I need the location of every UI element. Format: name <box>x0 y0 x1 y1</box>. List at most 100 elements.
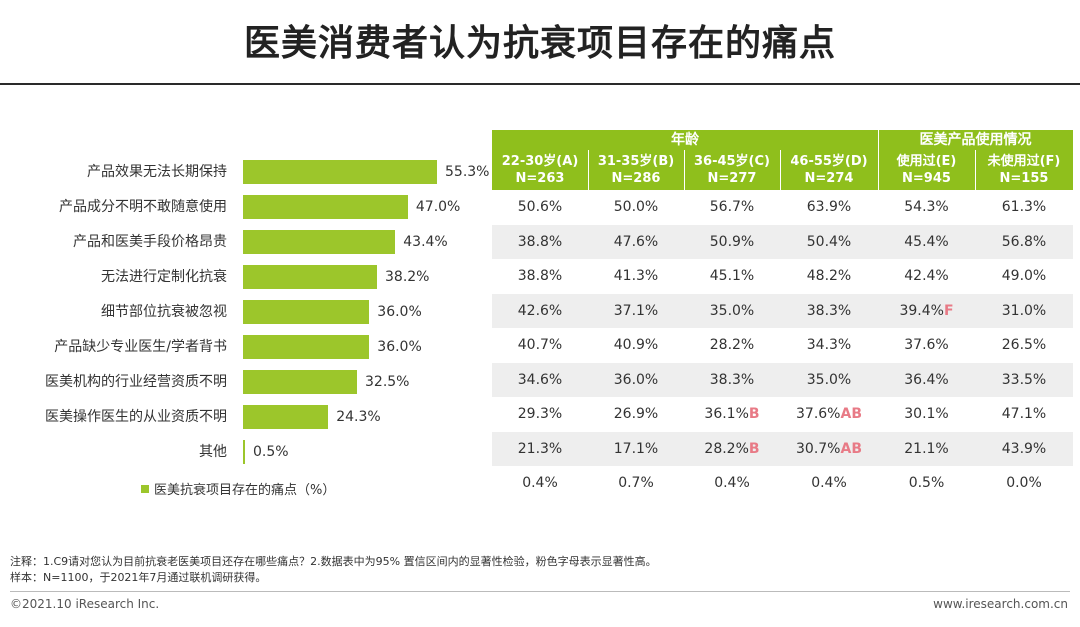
table-cell: 43.9% <box>975 432 1073 466</box>
legend-label: 医美抗衰项目存在的痛点（%） <box>154 483 336 498</box>
bar-value-label: 32.5% <box>365 374 410 390</box>
table-cell: 34.6% <box>492 363 588 397</box>
table-row: 40.7% 40.9% 28.2% 34.3% 37.6% 26.5% <box>492 328 1073 362</box>
table-cell: 0.0% <box>975 466 1073 500</box>
table-cell: 36.0% <box>588 363 684 397</box>
bar <box>243 300 370 324</box>
table-cell: 47.1% <box>975 397 1073 431</box>
cell-value: 34.6% <box>517 371 563 388</box>
column-label: 36-45岁(C) <box>693 154 770 169</box>
cell-value: 50.6% <box>517 199 563 215</box>
cell-value: 36.0% <box>613 371 659 388</box>
cell-value: 30.7% <box>796 440 841 457</box>
column-header: 36-45岁(C) N=277 <box>684 150 780 190</box>
cell-value: 47.6% <box>613 233 659 250</box>
cell-value: 50.4% <box>806 233 852 250</box>
bar-value-label: 0.5% <box>253 444 289 460</box>
table-cell: 26.5% <box>975 328 1073 362</box>
cell-value: 0.4% <box>714 475 750 491</box>
table-cell: 17.1% <box>588 432 684 466</box>
table-cell: 35.0% <box>780 363 878 397</box>
cell-value: 0.4% <box>522 475 558 491</box>
bar-value-label: 55.3% <box>445 164 490 180</box>
group-header-usage: 医美产品使用情况 <box>878 130 1073 150</box>
cell-value: 21.1% <box>904 440 949 457</box>
website-link[interactable]: www.iresearch.com.cn <box>933 597 1068 611</box>
cell-value: 50.0% <box>613 199 659 215</box>
column-label: 31-35岁(B) <box>597 154 675 169</box>
header-separator <box>684 150 685 190</box>
bar <box>243 195 408 219</box>
bar <box>243 335 370 359</box>
table-cell: 31.0% <box>975 294 1073 328</box>
table-cell: 42.6% <box>492 294 588 328</box>
table-cell: 35.0% <box>684 294 780 328</box>
table-row: 42.6% 37.1% 35.0% 38.3% 39.4%F 31.0% <box>492 293 1073 328</box>
column-label: 未使用过(F) <box>987 154 1061 169</box>
significance-mark: B <box>748 406 760 422</box>
cell-value: 31.0% <box>1001 302 1047 319</box>
bar-value-label: 36.0% <box>377 339 422 355</box>
table-row: 21.3% 17.1% 28.2%B 30.7%AB 21.1% 43.9% <box>492 431 1073 466</box>
bar-category-label: 产品效果无法长期保持 <box>87 164 227 180</box>
column-sample-size: N=263 <box>515 171 565 186</box>
column-sample-size: N=277 <box>707 171 757 186</box>
column-label: 使用过(E) <box>896 154 957 169</box>
cell-value: 33.5% <box>1001 371 1047 388</box>
table-cell: 50.9% <box>684 225 780 259</box>
cell-value: 0.0% <box>1006 475 1042 491</box>
significance-mark: AB <box>840 440 862 457</box>
table-cell: 21.3% <box>492 432 588 466</box>
bar <box>243 230 396 254</box>
table-cell: 26.9% <box>588 397 684 431</box>
cell-value: 0.7% <box>618 475 654 491</box>
table-cell: 36.1%B <box>684 397 780 431</box>
sample-line: 样本：N=1100，于2021年7月通过联机调研获得。 <box>10 571 267 584</box>
significance-mark: B <box>748 440 760 457</box>
significance-mark: AB <box>840 406 862 422</box>
cell-value: 29.3% <box>517 406 563 422</box>
cell-value: 36.1% <box>704 406 749 422</box>
table-cell: 40.7% <box>492 328 588 362</box>
bar-category-label: 医美机构的行业经营资质不明 <box>45 374 227 390</box>
cell-value: 45.4% <box>904 233 949 250</box>
table-cell: 33.5% <box>975 363 1073 397</box>
cell-value: 39.4% <box>899 302 944 319</box>
table-cell: 49.0% <box>975 259 1073 293</box>
header-separator <box>975 150 976 190</box>
table-cell: 38.8% <box>492 259 588 293</box>
cell-value: 56.7% <box>709 199 755 215</box>
cell-value: 17.1% <box>613 440 659 457</box>
table-cell: 41.3% <box>588 259 684 293</box>
table-cell: 45.1% <box>684 259 780 293</box>
table-cell: 0.5% <box>878 466 975 500</box>
table-cell: 40.9% <box>588 328 684 362</box>
table-cell: 36.4% <box>878 363 975 397</box>
title-divider <box>0 83 1080 85</box>
header-separator <box>878 130 879 190</box>
table-cell: 0.4% <box>780 466 878 500</box>
table-cell: 37.6%AB <box>780 397 878 431</box>
table-cell: 63.9% <box>780 190 878 224</box>
table-cell: 50.6% <box>492 190 588 224</box>
table-cell: 39.4%F <box>878 294 975 328</box>
page-title: 医美消费者认为抗衰项目存在的痛点 <box>243 23 836 64</box>
cell-value: 63.9% <box>806 199 852 215</box>
bar <box>243 265 377 289</box>
table-cell: 56.8% <box>975 225 1073 259</box>
cell-value: 37.6% <box>904 337 949 353</box>
cell-value: 48.2% <box>806 268 852 284</box>
cell-value: 49.0% <box>1001 268 1047 284</box>
group-header-age: 年龄 <box>492 130 878 150</box>
header-separator <box>588 150 589 190</box>
bar-value-label: 24.3% <box>336 409 381 425</box>
significance-mark: F <box>943 302 954 319</box>
table-cell: 38.3% <box>780 294 878 328</box>
cell-value: 38.8% <box>517 268 563 284</box>
column-header: 22-30岁(A) N=263 <box>492 150 588 190</box>
cell-value: 30.1% <box>904 406 949 422</box>
bar-category-label: 其他 <box>199 444 227 460</box>
bar-category-label: 产品成分不明不敢随意使用 <box>59 199 227 215</box>
bar-value-label: 36.0% <box>377 304 422 320</box>
bar-value-label: 38.2% <box>385 269 430 285</box>
